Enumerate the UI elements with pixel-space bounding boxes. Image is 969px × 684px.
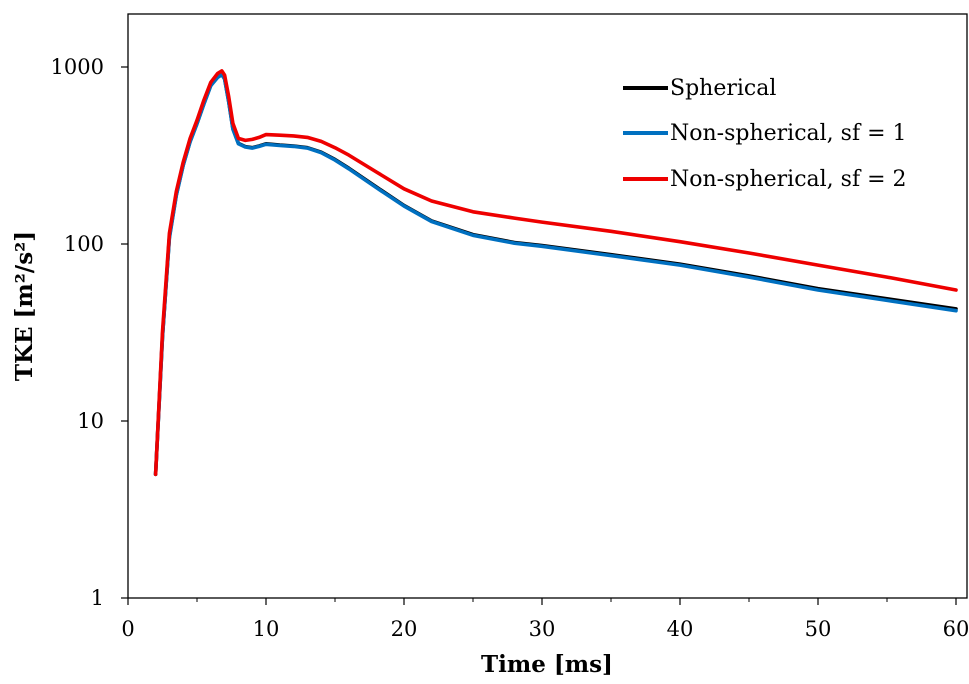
x-axis-title: Time [ms] — [481, 651, 613, 678]
y-tick-label: 1000 — [51, 55, 104, 79]
x-tick-label: 30 — [529, 617, 556, 641]
axis-tick-labels: 0 10 20 30 40 50 60 1 10 100 1000 — [51, 55, 969, 641]
x-tick-label: 0 — [121, 617, 134, 641]
y-tick-label: 10 — [77, 409, 104, 433]
x-tick-label: 20 — [391, 617, 418, 641]
y-tick-label: 100 — [64, 232, 104, 256]
x-tick-label: 60 — [943, 617, 969, 641]
y-tick-label: 1 — [91, 586, 104, 610]
legend-label: Non-spherical, sf = 2 — [670, 167, 907, 192]
axis-ticks — [121, 66, 957, 605]
plot-frame — [127, 13, 968, 599]
legend-label: Spherical — [670, 76, 776, 101]
legend-label: Non-spherical, sf = 1 — [670, 121, 907, 146]
series-line-3 — [153, 69, 958, 477]
x-tick-label: 50 — [805, 617, 832, 641]
x-tick-label: 10 — [253, 617, 280, 641]
x-tick-label: 40 — [667, 617, 694, 641]
series-lines — [153, 69, 958, 477]
legend: Spherical Non-spherical, sf = 1 Non-spheri… — [623, 76, 907, 192]
y-axis-title: TKE [m²/s²] — [11, 231, 38, 381]
